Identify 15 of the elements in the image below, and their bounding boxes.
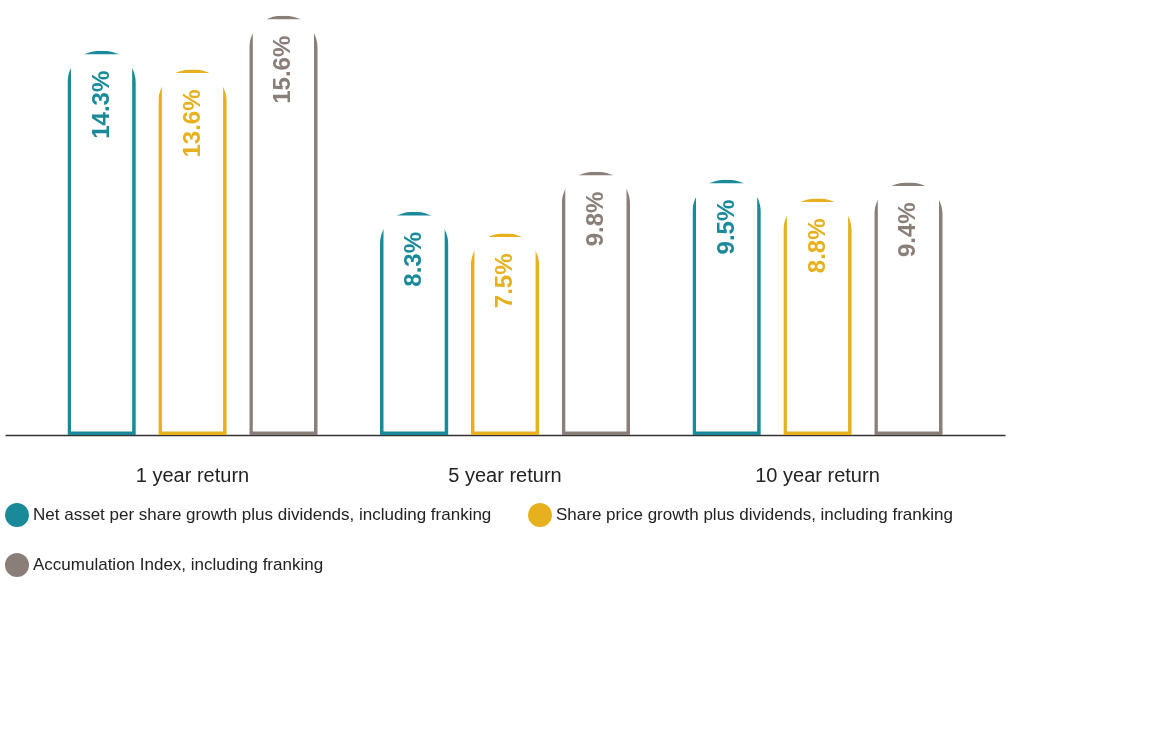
data-label: 15.6% [268, 35, 296, 104]
data-label: 9.4% [893, 202, 921, 258]
legend-label: Share price growth plus dividends, including franking [556, 505, 953, 524]
data-label: 9.5% [711, 199, 739, 255]
data-label: 8.3% [399, 231, 427, 287]
legend-label: Net asset per share growth plus dividends, including franking [33, 505, 492, 524]
data-label: 8.8% [802, 218, 830, 274]
legend-label: Accumulation Index, including franking [33, 555, 324, 574]
data-label: 9.8% [580, 191, 608, 247]
data-label: 13.6% [177, 89, 205, 158]
data-label: 7.5% [490, 253, 517, 309]
x-tick-label: 1 year return [135, 463, 250, 486]
data-label: 14.3% [86, 70, 114, 139]
x-tick-label: 10 year return [755, 463, 880, 486]
x-tick-label: 5 year return [448, 463, 562, 486]
